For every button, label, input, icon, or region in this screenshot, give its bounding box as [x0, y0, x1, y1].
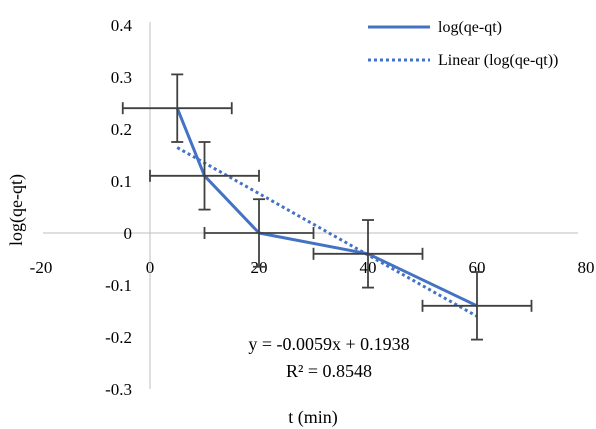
y-tick-label: 0 — [124, 224, 133, 243]
trendline-equation: y = -0.0059x + 0.1938 — [248, 334, 409, 354]
y-tick-label: -0.1 — [105, 276, 132, 295]
legend-label-linear: Linear (log(qe-qt)) — [438, 52, 558, 69]
y-tick-label: -0.3 — [105, 380, 132, 399]
y-tick-label: 0.4 — [111, 16, 133, 35]
y-tick-label: 0.1 — [111, 172, 132, 191]
error-bar — [312, 219, 424, 289]
error-bar — [121, 73, 233, 143]
x-tick-label: 80 — [578, 258, 595, 277]
trendline-linear — [176, 146, 478, 318]
error-bars — [121, 73, 533, 341]
legend: log(qe-qt) Linear (log(qe-qt)) — [368, 19, 558, 69]
y-tick-label: 0.3 — [111, 68, 132, 87]
trendline-r-squared: R² = 0.8548 — [286, 361, 372, 381]
x-tick-label: -20 — [30, 258, 53, 277]
y-tick-label: -0.2 — [105, 328, 132, 347]
y-tick-label: 0.2 — [111, 120, 132, 139]
y-axis-title: log(qe-qt) — [6, 174, 27, 246]
error-bar — [421, 271, 533, 341]
x-tick-label: 0 — [146, 258, 155, 277]
series-layer — [175, 107, 478, 318]
tick-labels: 0.40.30.20.10-0.1-0.2-0.3-20020406080 — [30, 16, 595, 399]
error-bar — [203, 198, 315, 268]
legend-label-measured: log(qe-qt) — [438, 19, 502, 36]
series-line-measured — [175, 107, 478, 308]
error-bar — [149, 141, 260, 211]
x-axis-title: t (min) — [288, 407, 338, 428]
